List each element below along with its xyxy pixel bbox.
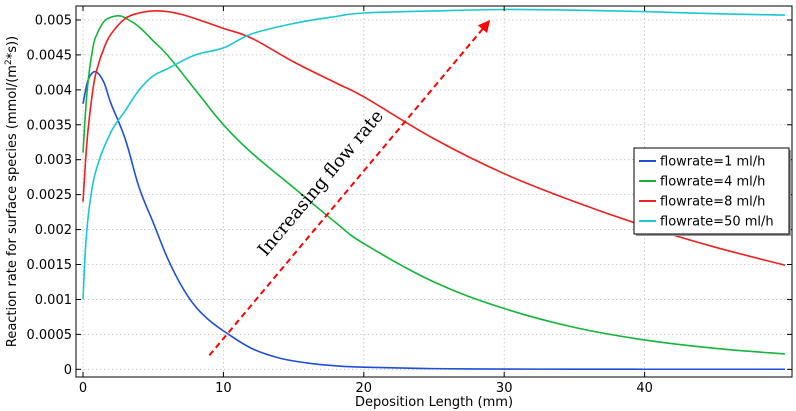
y-tick-label: 0.001 bbox=[35, 293, 72, 308]
x-tick-label: 20 bbox=[356, 381, 373, 396]
legend-box bbox=[633, 147, 790, 235]
y-axis-title-suffix: *s)) bbox=[5, 36, 20, 59]
series-layer bbox=[82, 8, 786, 371]
y-tick-label: 0.0025 bbox=[27, 188, 73, 203]
y-tick-label: 0.002 bbox=[35, 223, 72, 238]
x-tick-label: 40 bbox=[636, 381, 653, 396]
y-tick-label: 0.003 bbox=[35, 153, 72, 168]
x-tick-label: 0 bbox=[79, 381, 87, 396]
series-line-4 bbox=[82, 8, 785, 300]
x-tick-label: 10 bbox=[215, 381, 232, 396]
legend-label-1: flowrate=1 ml/h bbox=[660, 155, 765, 170]
y-tick-label: 0.0045 bbox=[27, 48, 73, 63]
y-tick-label: 0.0035 bbox=[27, 118, 73, 133]
x-tick-label: 30 bbox=[496, 381, 513, 396]
legend: flowrate=1 ml/h flowrate=4 ml/h flowrate=8… bbox=[633, 147, 791, 236]
y-axis: 0 0.0005 0.001 0.0015 0.002 0.0025 0.003 0.0035… bbox=[27, 13, 792, 378]
legend-label-2: flowrate=4 ml/h bbox=[660, 175, 765, 190]
y-tick-label: 0.0005 bbox=[27, 328, 73, 343]
y-tick-label: 0.004 bbox=[35, 83, 72, 98]
x-axis-title: Deposition Length (mm) bbox=[355, 395, 513, 410]
legend-label-3: flowrate=8 ml/h bbox=[660, 195, 765, 210]
annotation-arrow-shaft bbox=[208, 28, 484, 356]
plot-frame bbox=[75, 5, 793, 378]
y-tick-label: 0 bbox=[64, 363, 72, 378]
y-tick-label: 0.005 bbox=[35, 13, 72, 28]
annotation-arrow-head bbox=[477, 19, 491, 34]
legend-label-4: flowrate=50 ml/h bbox=[660, 215, 774, 230]
series-line-1 bbox=[82, 70, 785, 371]
y-axis-title-prefix: Reaction rate for surface species (mmol/… bbox=[5, 65, 20, 347]
x-axis: 0 10 20 30 40 bbox=[79, 6, 653, 396]
y-axis-title-sup: 2 bbox=[4, 59, 14, 65]
y-axis-title: Reaction rate for surface species (mmol/… bbox=[4, 36, 20, 347]
series-line-2 bbox=[82, 14, 786, 355]
y-tick-label: 0.0015 bbox=[27, 258, 73, 273]
series-line-3 bbox=[82, 10, 786, 266]
